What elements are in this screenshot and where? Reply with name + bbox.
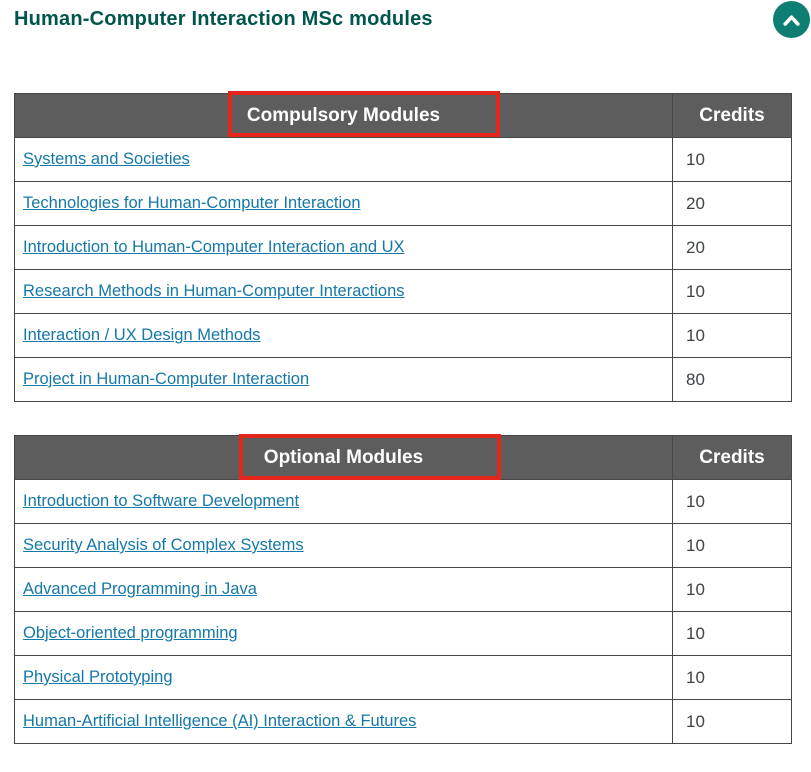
- compulsory-modules-table: Compulsory Modules Credits Systems and S…: [14, 93, 792, 402]
- module-link[interactable]: Introduction to Software Development: [23, 492, 300, 510]
- credits-cell: 10: [672, 611, 792, 656]
- credits-cell: 10: [672, 137, 792, 182]
- table-row: Introduction to Software Development 10: [14, 479, 792, 524]
- back-to-top-button[interactable]: [773, 1, 810, 38]
- optional-modules-table: Optional Modules Credits Introduction to…: [14, 435, 792, 744]
- module-link[interactable]: Technologies for Human-Computer Interact…: [23, 194, 361, 212]
- module-link[interactable]: Project in Human-Computer Interaction: [23, 370, 310, 388]
- table-row: Interaction / UX Design Methods 10: [14, 313, 792, 358]
- module-link[interactable]: Object-oriented programming: [23, 624, 238, 642]
- module-link[interactable]: Human-Artificial Intelligence (AI) Inter…: [23, 712, 417, 730]
- table-header-row: Optional Modules Credits: [14, 435, 792, 480]
- module-link[interactable]: Physical Prototyping: [23, 668, 173, 686]
- credits-header: Credits: [672, 435, 792, 480]
- credits-cell: 10: [672, 655, 792, 700]
- compulsory-modules-header: Compulsory Modules: [14, 93, 673, 138]
- credits-cell: 10: [672, 313, 792, 358]
- module-link[interactable]: Interaction / UX Design Methods: [23, 326, 261, 344]
- table-row: Research Methods in Human-Computer Inter…: [14, 269, 792, 314]
- credits-cell: 10: [672, 523, 792, 568]
- table-row: Project in Human-Computer Interaction 80: [14, 357, 792, 402]
- credits-cell: 10: [672, 479, 792, 524]
- optional-modules-header: Optional Modules: [14, 435, 673, 480]
- page-title: Human-Computer Interaction MSc modules: [14, 8, 433, 30]
- chevron-up-icon: [782, 13, 801, 27]
- table-row: Advanced Programming in Java 10: [14, 567, 792, 612]
- module-link[interactable]: Introduction to Human-Computer Interacti…: [23, 238, 405, 256]
- table-row: Object-oriented programming 10: [14, 611, 792, 656]
- table-row: Systems and Societies 10: [14, 137, 792, 182]
- credits-cell: 80: [672, 357, 792, 402]
- credits-header: Credits: [672, 93, 792, 138]
- module-link[interactable]: Security Analysis of Complex Systems: [23, 536, 304, 554]
- credits-cell: 20: [672, 225, 792, 270]
- credits-cell: 20: [672, 181, 792, 226]
- table-row: Technologies for Human-Computer Interact…: [14, 181, 792, 226]
- module-link[interactable]: Research Methods in Human-Computer Inter…: [23, 282, 405, 300]
- table-row: Human-Artificial Intelligence (AI) Inter…: [14, 699, 792, 744]
- table-row: Physical Prototyping 10: [14, 655, 792, 700]
- module-link[interactable]: Advanced Programming in Java: [23, 580, 257, 598]
- table-row: Security Analysis of Complex Systems 10: [14, 523, 792, 568]
- table-header-row: Compulsory Modules Credits: [14, 93, 792, 138]
- credits-cell: 10: [672, 269, 792, 314]
- module-link[interactable]: Systems and Societies: [23, 150, 190, 168]
- credits-cell: 10: [672, 699, 792, 744]
- credits-cell: 10: [672, 567, 792, 612]
- table-row: Introduction to Human-Computer Interacti…: [14, 225, 792, 270]
